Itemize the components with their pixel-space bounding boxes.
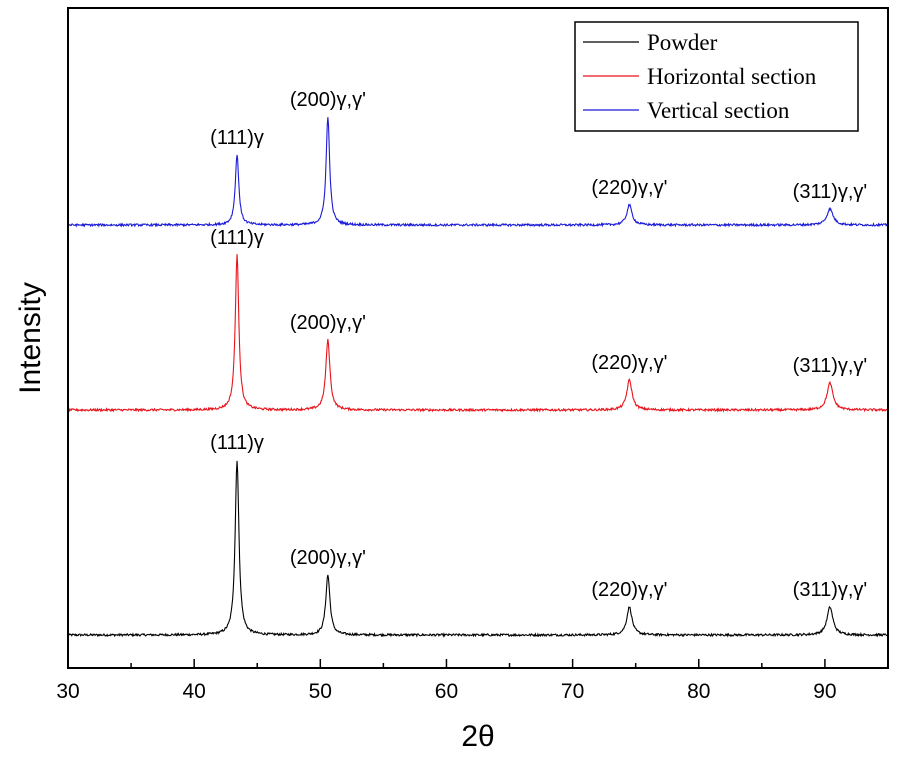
x-tick-label: 40 <box>182 680 205 703</box>
peak-label: (311)γ,γ' <box>793 579 868 601</box>
peak-label: (311)γ,γ' <box>793 181 868 203</box>
peak-label: (200)γ,γ' <box>290 312 366 334</box>
peak-labels: (111)γ (200)γ,γ' (220)γ,γ' (311)γ,γ' (111)γ (… <box>210 89 867 601</box>
peak-label: (111)γ <box>210 127 264 149</box>
series-line-2 <box>67 117 889 228</box>
peak-label: (111)γ <box>210 432 264 454</box>
x-axis-title: 2θ <box>461 720 494 753</box>
x-axis-ticks: 30 40 50 60 70 80 90 <box>56 659 889 703</box>
series-line-1 <box>67 254 889 413</box>
peak-label: (220)γ,γ' <box>591 579 667 601</box>
legend-label: Vertical section <box>647 98 790 123</box>
peak-label: (311)γ,γ' <box>793 355 868 377</box>
peak-label: (111)γ <box>210 227 264 249</box>
x-tick-label: 80 <box>687 680 710 703</box>
peak-label: (220)γ,γ' <box>591 177 667 199</box>
legend-label: Powder <box>647 30 718 55</box>
x-tick-label: 30 <box>56 680 79 703</box>
peak-label: (200)γ,γ' <box>290 547 366 569</box>
series-line-0 <box>67 460 889 638</box>
plot-frame <box>67 7 889 669</box>
x-tick-label: 90 <box>813 680 836 703</box>
x-tick-label: 50 <box>309 680 332 703</box>
peak-label: (200)γ,γ' <box>290 89 366 111</box>
y-axis-title: Intensity <box>14 282 47 394</box>
legend: Powder Horizontal section Vertical section <box>574 21 859 132</box>
series-traces <box>67 117 889 638</box>
x-tick-label: 70 <box>561 680 584 703</box>
legend-label: Horizontal section <box>647 64 817 89</box>
peak-label: (220)γ,γ' <box>591 352 667 374</box>
x-tick-label: 60 <box>435 680 458 703</box>
